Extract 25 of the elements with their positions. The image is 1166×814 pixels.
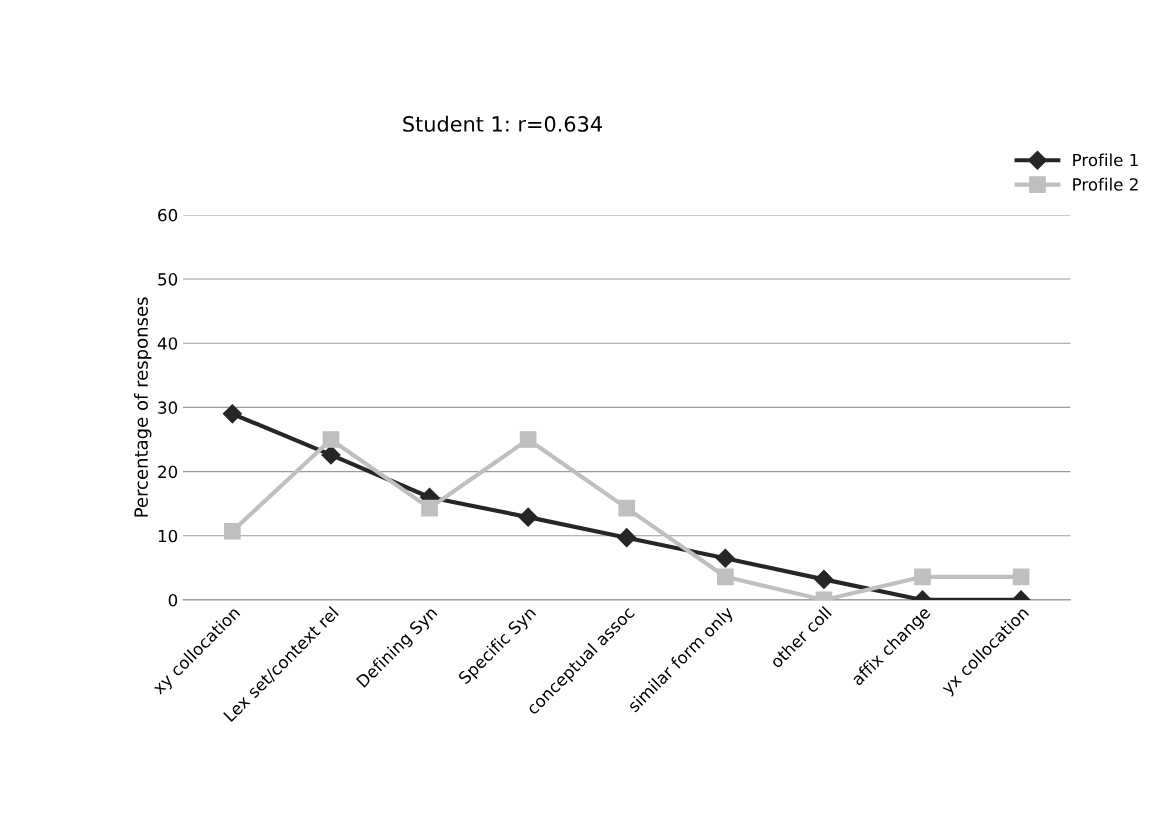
- legend-label: Profile 2: [1073, 177, 1138, 191]
- point: [222, 404, 242, 424]
- y-tick-label: 50: [158, 273, 178, 286]
- y-tick-label: 30: [158, 401, 178, 414]
- point: [914, 568, 931, 586]
- point: [224, 522, 241, 540]
- y-axis-title: Percentage of responses: [133, 297, 152, 517]
- chart-title: Student 1: r=0.634: [403, 115, 602, 132]
- point: [618, 499, 636, 517]
- point: [617, 528, 637, 548]
- point: [1012, 568, 1030, 586]
- point: [716, 568, 734, 586]
- point: [814, 569, 834, 589]
- point: [322, 431, 340, 448]
- point: [519, 431, 537, 448]
- y-tick-label: 20: [158, 465, 178, 479]
- legend-label: Profile 1: [1073, 153, 1138, 167]
- y-tick-label: 10: [158, 529, 178, 543]
- point: [421, 499, 438, 517]
- point: [321, 445, 341, 465]
- point: [518, 507, 538, 527]
- y-tick-label: 0: [168, 593, 178, 607]
- y-tick-label: 40: [157, 337, 178, 350]
- y-tick-label: 60: [158, 208, 178, 222]
- point: [715, 548, 735, 568]
